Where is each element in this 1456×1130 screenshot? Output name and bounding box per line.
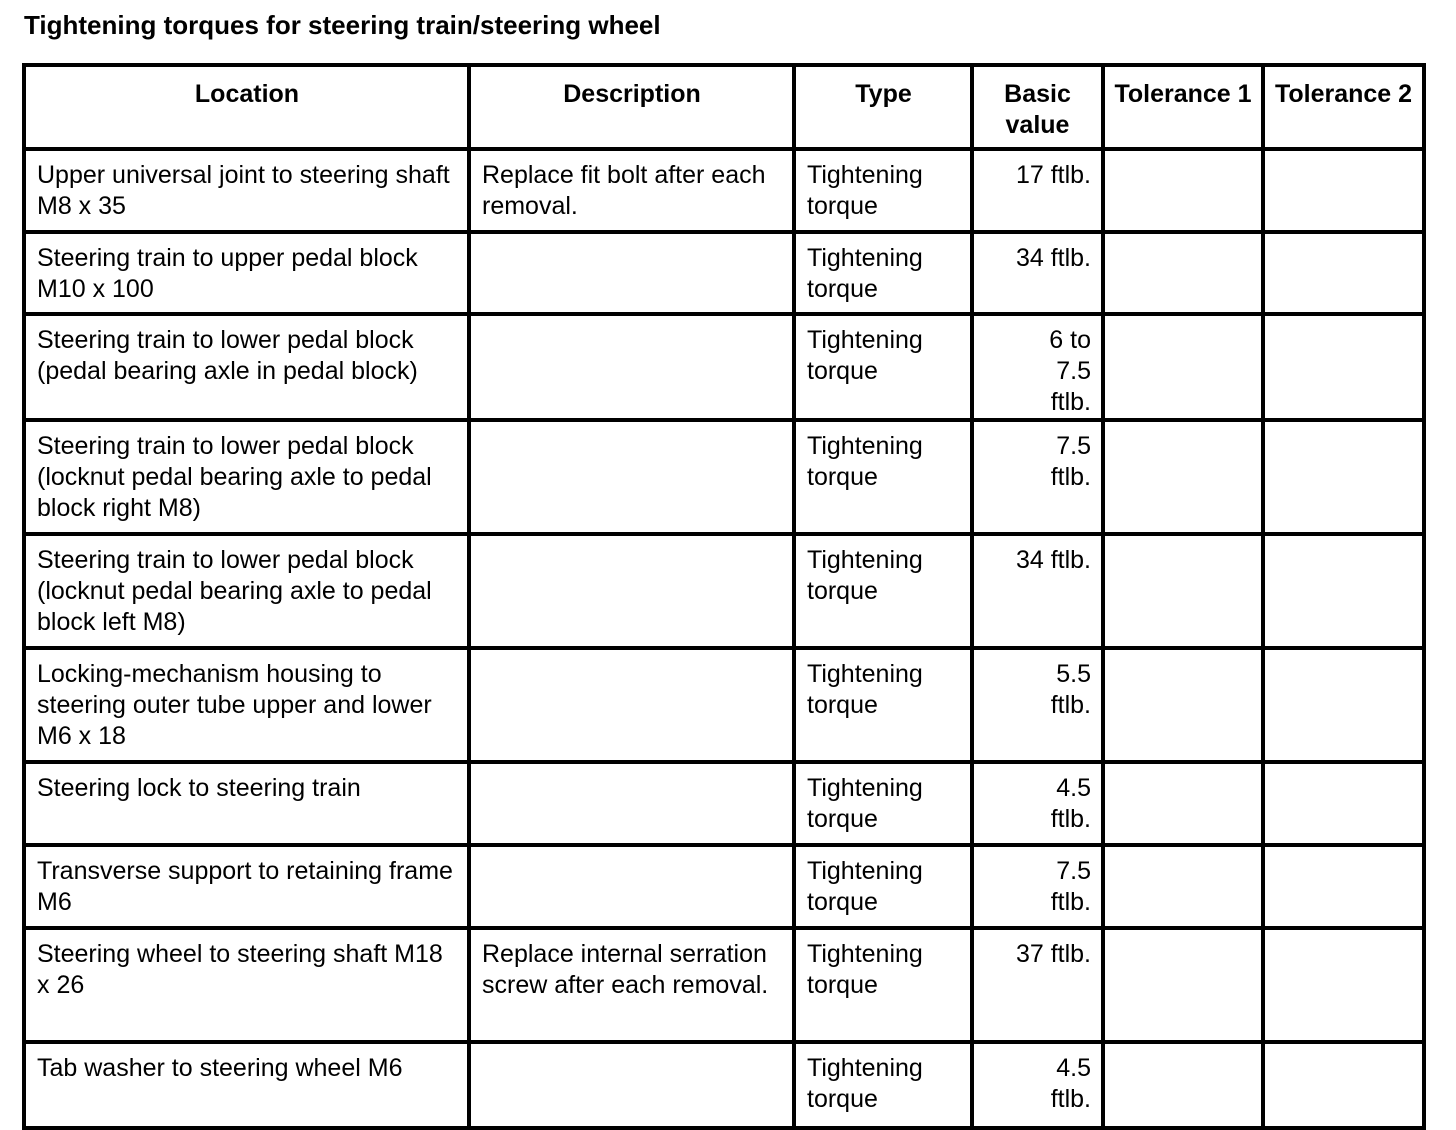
tolerance-1-cell	[1101, 843, 1265, 930]
type-cell: Tightening torque	[792, 532, 974, 650]
tolerance-2-cell	[1261, 147, 1426, 234]
column-header: Basic value	[970, 63, 1105, 151]
table-row: Steering wheel to steering shaft M18 x 2…	[22, 926, 1426, 1044]
description-cell	[467, 843, 796, 930]
location-cell: Steering train to upper pedal block M10 …	[22, 230, 471, 316]
location-cell: Steering train to lower pedal block (loc…	[22, 418, 471, 536]
tolerance-1-cell	[1101, 760, 1265, 847]
basic-value-cell: 5.5 ftlb.	[970, 646, 1105, 764]
tolerance-1-cell	[1101, 1040, 1265, 1130]
table-row: Upper universal joint to steering shaft …	[22, 147, 1426, 234]
type-cell: Tightening torque	[792, 843, 974, 930]
column-header: Description	[467, 63, 796, 151]
tolerance-2-cell	[1261, 532, 1426, 650]
tolerance-1-cell	[1101, 312, 1265, 422]
table-row: Transverse support to retaining frame M6…	[22, 843, 1426, 930]
type-cell: Tightening torque	[792, 147, 974, 234]
table-row: Steering train to lower pedal block (loc…	[22, 532, 1426, 650]
tolerance-2-cell	[1261, 926, 1426, 1044]
basic-value-cell: 7.5 ftlb.	[970, 418, 1105, 536]
tolerance-1-cell	[1101, 926, 1265, 1044]
description-cell	[467, 532, 796, 650]
description-cell	[467, 1040, 796, 1130]
location-cell: Steering wheel to steering shaft M18 x 2…	[22, 926, 471, 1044]
table-row: Steering train to upper pedal block M10 …	[22, 230, 1426, 316]
table-row: Tab washer to steering wheel M6 Tightenin…	[22, 1040, 1426, 1130]
table-row: Steering train to lower pedal block (ped…	[22, 312, 1426, 422]
basic-value-cell: 4.5 ftlb.	[970, 760, 1105, 847]
column-header: Type	[792, 63, 974, 151]
tolerance-1-cell	[1101, 418, 1265, 536]
basic-value-cell: 34 ftlb.	[970, 230, 1105, 316]
description-cell	[467, 230, 796, 316]
type-cell: Tightening torque	[792, 230, 974, 316]
tolerance-2-cell	[1261, 418, 1426, 536]
type-cell: Tightening torque	[792, 418, 974, 536]
tolerance-2-cell	[1261, 843, 1426, 930]
column-header: Location	[22, 63, 471, 151]
type-cell: Tightening torque	[792, 760, 974, 847]
tolerance-2-cell	[1261, 230, 1426, 316]
location-cell: Transverse support to retaining frame M6	[22, 843, 471, 930]
column-header: Tolerance 1	[1101, 63, 1265, 151]
tolerance-1-cell	[1101, 147, 1265, 234]
location-cell: Locking-mechanism housing to steering ou…	[22, 646, 471, 764]
tolerance-2-cell	[1261, 1040, 1426, 1130]
table-row: Steering train to lower pedal block (loc…	[22, 418, 1426, 536]
tolerance-1-cell	[1101, 532, 1265, 650]
tolerance-1-cell	[1101, 646, 1265, 764]
tolerance-2-cell	[1261, 760, 1426, 847]
tolerance-2-cell	[1261, 312, 1426, 422]
description-cell	[467, 418, 796, 536]
table-row: Locking-mechanism housing to steering ou…	[22, 646, 1426, 764]
basic-value-cell: 37 ftlb.	[970, 926, 1105, 1044]
location-cell: Steering train to lower pedal block (loc…	[22, 532, 471, 650]
type-cell: Tightening torque	[792, 646, 974, 764]
description-cell	[467, 646, 796, 764]
torque-table: Location Description Type Basic value Tolera…	[22, 63, 1426, 1130]
basic-value-cell: 6 to 7.5 ftlb.	[970, 312, 1105, 422]
type-cell: Tightening torque	[792, 926, 974, 1044]
basic-value-cell: 34 ftlb.	[970, 532, 1105, 650]
basic-value-cell: 17 ftlb.	[970, 147, 1105, 234]
tolerance-1-cell	[1101, 230, 1265, 316]
description-cell: Replace internal serration screw after e…	[467, 926, 796, 1044]
table-row: Steering lock to steering train Tightenin…	[22, 760, 1426, 847]
location-cell: Upper universal joint to steering shaft …	[22, 147, 471, 234]
description-cell	[467, 312, 796, 422]
type-cell: Tightening torque	[792, 312, 974, 422]
location-cell: Steering train to lower pedal block (ped…	[22, 312, 471, 422]
basic-value-cell: 7.5 ftlb.	[970, 843, 1105, 930]
description-cell: Replace fit bolt after each removal.	[467, 147, 796, 234]
type-cell: Tightening torque	[792, 1040, 974, 1130]
column-header: Tolerance 2	[1261, 63, 1426, 151]
description-cell	[467, 760, 796, 847]
basic-value-cell: 4.5 ftlb.	[970, 1040, 1105, 1130]
tolerance-2-cell	[1261, 646, 1426, 764]
location-cell: Steering lock to steering train	[22, 760, 471, 847]
page-title: Tightening torques for steering train/st…	[24, 10, 661, 40]
location-cell: Tab washer to steering wheel M6	[22, 1040, 471, 1130]
